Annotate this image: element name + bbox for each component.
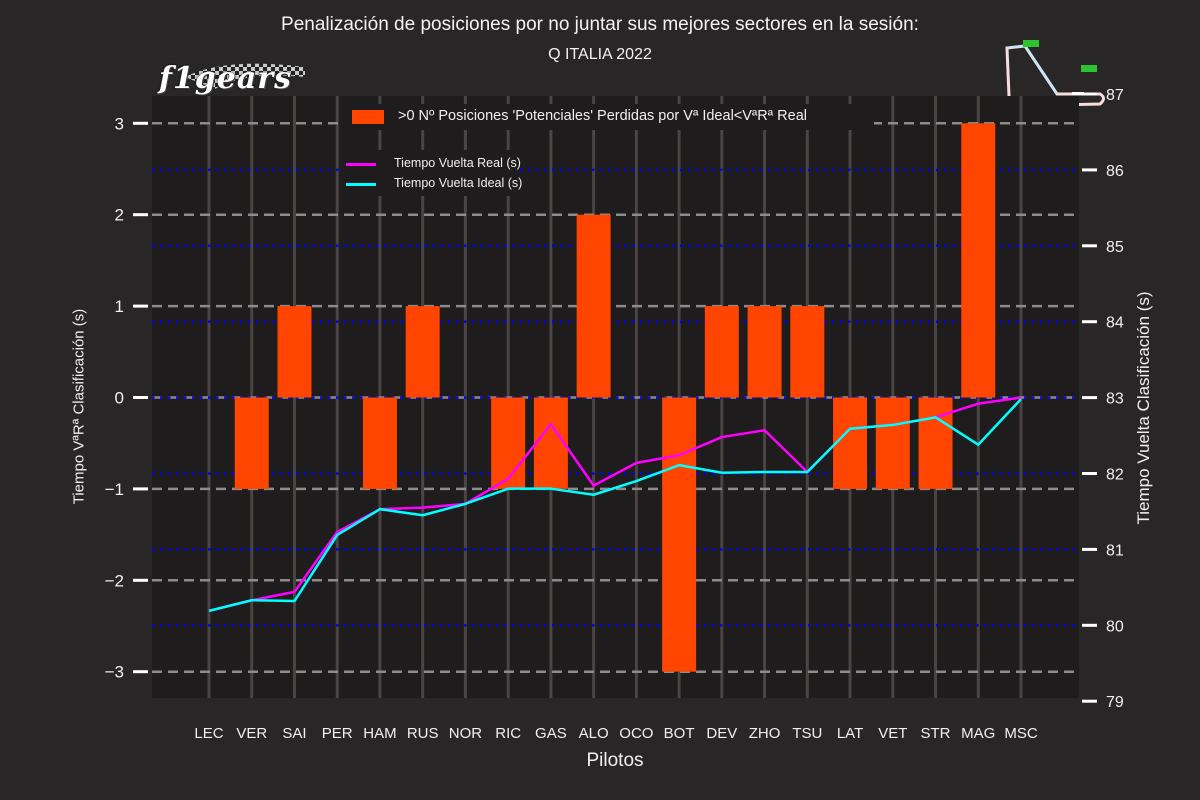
line-ideal	[208, 398, 1022, 613]
x-tick-gas: GAS	[535, 725, 567, 742]
x-tick-alo: ALO	[579, 725, 609, 742]
y-tick-right: 86	[1106, 163, 1124, 180]
x-tick-nor: NOR	[449, 725, 483, 742]
legend-ideal-label: Tiempo Vuelta Ideal (s)	[394, 176, 523, 190]
bar-str	[918, 397, 953, 489]
y-tick-left: 3	[115, 114, 124, 133]
bar-gas	[533, 397, 568, 489]
y-tick-right: 85	[1106, 239, 1124, 256]
x-tick-per: PER	[322, 725, 353, 742]
y-tick-right: 83	[1106, 391, 1124, 408]
y-tick-left: 2	[115, 206, 124, 225]
y-tick-right: 81	[1106, 542, 1124, 559]
legend-bar-label: >0 Nº Posiciones 'Potenciales' Perdidas …	[398, 108, 807, 124]
y-tick-right: 82	[1106, 467, 1124, 484]
bar-alo	[576, 214, 611, 398]
x-tick-ric: RIC	[495, 725, 521, 742]
y-tick-right: 80	[1106, 618, 1124, 635]
x-tick-ver: VER	[236, 725, 267, 742]
bar-lat	[833, 397, 868, 489]
x-tick-tsu: TSU	[792, 725, 822, 742]
logo-text: f1gears	[159, 61, 292, 96]
x-tick-sai: SAI	[282, 725, 306, 742]
x-tick-vet: VET	[878, 725, 907, 742]
bar-ver	[234, 397, 269, 489]
bar-mag	[961, 123, 996, 398]
legend-bar-swatch	[352, 110, 384, 124]
x-tick-lat: LAT	[837, 725, 863, 742]
y-tick-right: 87	[1106, 87, 1124, 104]
legend-ideal-swatch	[346, 183, 376, 186]
chart-title: Penalización de posiciones por no juntar…	[281, 14, 919, 35]
y-axis-left-label: Tiempo VªRª Clasificación (s)	[70, 308, 88, 505]
bar-ham	[362, 397, 397, 489]
y-tick-left: 1	[115, 297, 124, 316]
y-tick-left: −3	[105, 663, 124, 682]
y-tick-left: −2	[105, 571, 124, 590]
bar-ric	[491, 397, 526, 489]
chart-subtitle: Q ITALIA 2022	[548, 46, 652, 63]
y-axis-right-label: Tiempo Vuelta Clasificación (s)	[1134, 291, 1153, 525]
bar-bot	[662, 397, 697, 672]
x-tick-msc: MSC	[1004, 725, 1038, 742]
x-tick-oco: OCO	[619, 725, 653, 742]
x-tick-rus: RUS	[407, 725, 439, 742]
legend-real-swatch	[346, 163, 376, 166]
x-tick-ham: HAM	[363, 725, 396, 742]
x-tick-dev: DEV	[706, 725, 737, 742]
y-tick-left: −1	[105, 480, 124, 499]
x-tick-str: STR	[921, 725, 951, 742]
bar-sai	[277, 306, 312, 398]
x-axis-label: Pilotos	[586, 750, 644, 771]
legend-lines: Tiempo Vuelta Real (s) Tiempo Vuelta Ide…	[340, 150, 522, 196]
x-tick-bot: BOT	[664, 725, 695, 742]
x-tick-mag: MAG	[961, 725, 995, 742]
legend-real-label: Tiempo Vuelta Real (s)	[394, 156, 521, 170]
checkered-flag-icon	[185, 63, 305, 89]
bar-tsu	[790, 306, 825, 398]
bar-vet	[875, 397, 910, 489]
bar-rus	[405, 306, 440, 398]
x-tick-zho: ZHO	[749, 725, 781, 742]
y-tick-right: 79	[1106, 694, 1124, 711]
f1gears-logo: f1gears	[155, 55, 315, 100]
y-tick-right: 84	[1106, 315, 1124, 332]
legend-bars: >0 Nº Posiciones 'Potenciales' Perdidas …	[340, 104, 874, 130]
y-tick-left: 0	[115, 389, 124, 408]
x-tick-lec: LEC	[194, 725, 223, 742]
bar-zho	[747, 306, 782, 398]
bar-dev	[704, 306, 739, 398]
